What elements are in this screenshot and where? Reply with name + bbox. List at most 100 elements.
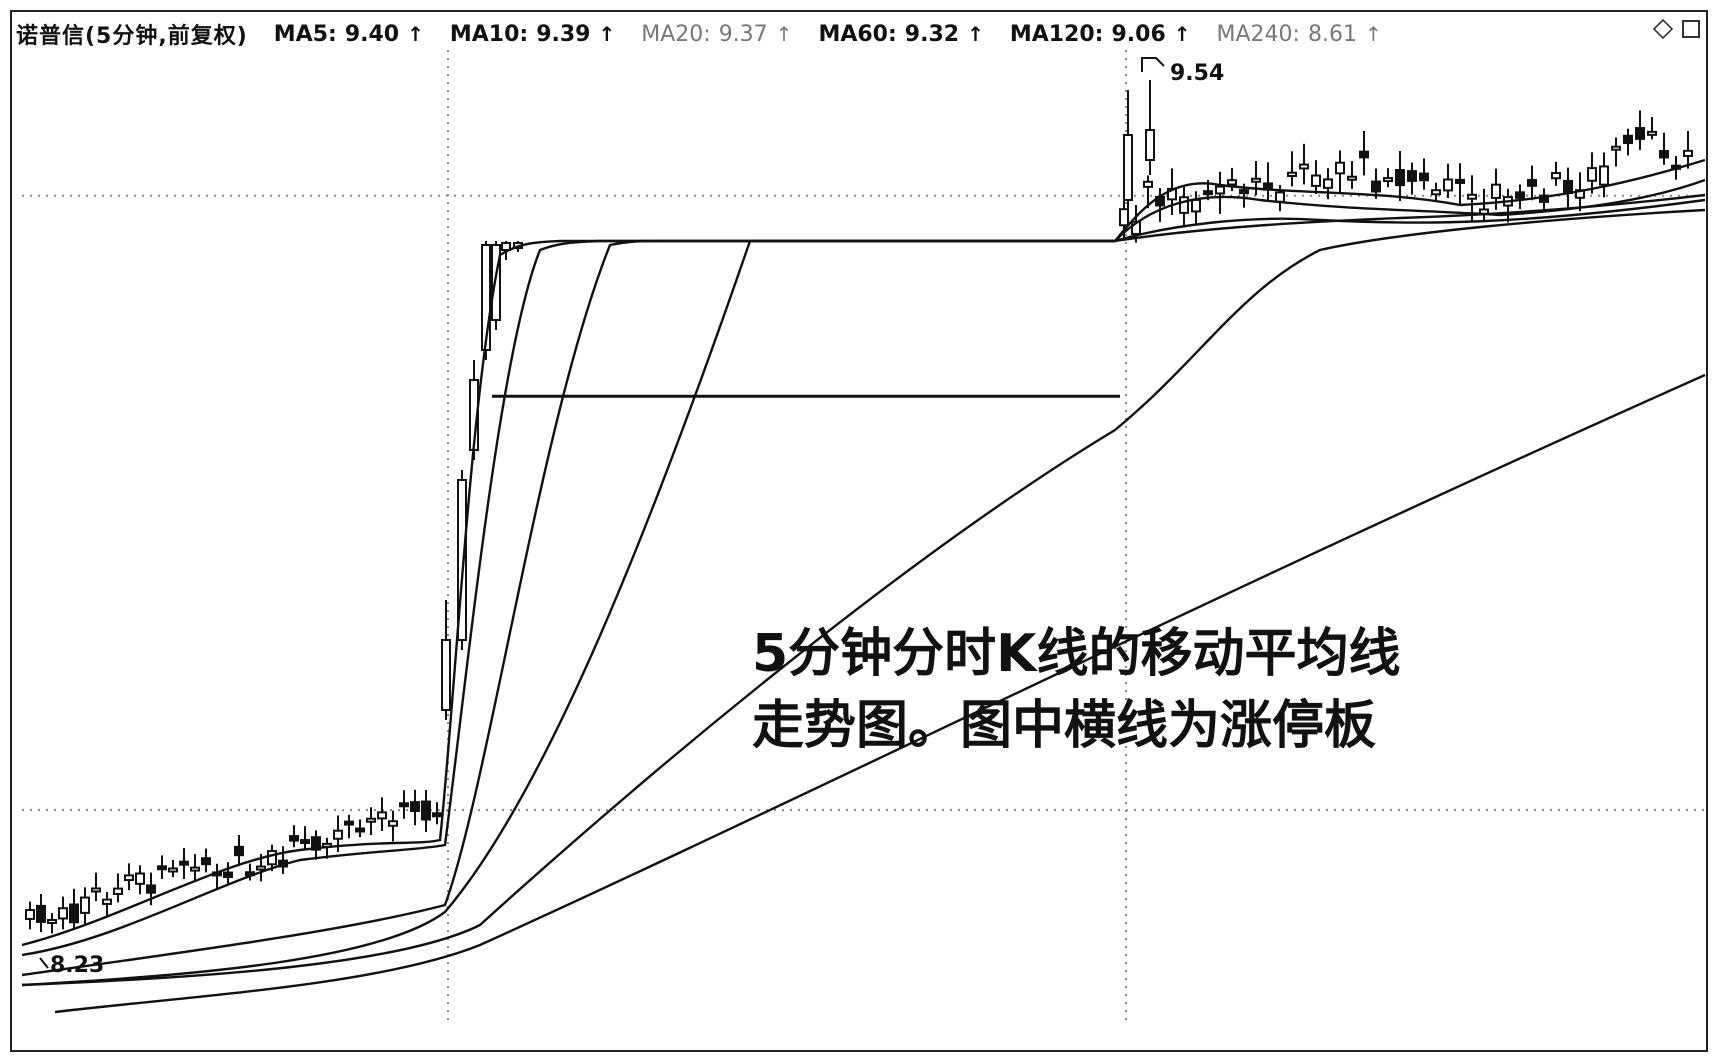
chart-annotation: 5分钟分时K线的移动平均线 走势图。图中横线为涨停板	[752, 618, 1400, 762]
candle-body	[410, 801, 420, 813]
candle-body	[481, 244, 491, 351]
candle-body	[113, 887, 123, 895]
candle-body	[91, 887, 101, 893]
candle-body	[1119, 208, 1129, 227]
candle-body	[1455, 178, 1465, 184]
candle-body	[1191, 198, 1201, 213]
candle-body	[1227, 179, 1237, 186]
candle-body	[1635, 127, 1645, 140]
candle-body	[190, 866, 200, 872]
ma10-label: MA10:	[449, 21, 529, 47]
candle-body	[1491, 183, 1501, 199]
price-labels: 9.54 8.23	[39, 57, 1224, 978]
ma120-label: MA120:	[1009, 21, 1104, 47]
up-arrow-icon: ↑	[967, 22, 984, 46]
high-marker	[1141, 57, 1165, 72]
candle-body	[311, 836, 321, 851]
candle-body	[377, 811, 387, 820]
ma-line-1	[21, 158, 1706, 947]
ma20-label: MA20:	[641, 21, 711, 47]
candle-body	[1275, 191, 1285, 203]
candle-body	[1335, 161, 1345, 175]
ma240-readout: MA240: 8.61 ↑	[1217, 22, 1382, 47]
candlesticks	[25, 80, 1693, 934]
up-arrow-icon: ↑	[598, 22, 616, 46]
low-marker	[39, 957, 49, 969]
ma60-value: 9.32	[904, 21, 960, 47]
candle-body	[366, 817, 376, 823]
ma-line-4	[21, 193, 1706, 987]
annotation-line-2: 走势图。图中横线为涨停板	[752, 696, 1377, 756]
candle-body	[1659, 149, 1669, 159]
up-arrow-icon: ↑	[1173, 22, 1191, 46]
candle-body	[1467, 193, 1477, 200]
up-arrow-icon: ↑	[1364, 22, 1382, 46]
candle-body	[1395, 168, 1405, 187]
candle-body	[157, 865, 167, 871]
ma10-value: 9.39	[536, 21, 591, 47]
candle-body	[1419, 172, 1429, 182]
candle-body	[1299, 163, 1309, 170]
window-icon[interactable]	[1682, 20, 1700, 38]
stock-title: 诺普信(5分钟,前复权)	[16, 24, 248, 49]
candle-body	[1347, 175, 1357, 181]
up-arrow-icon: ↑	[775, 22, 793, 46]
candle-body	[47, 918, 57, 924]
candle-body	[1143, 180, 1153, 188]
candle-body	[1371, 180, 1381, 193]
candle-body	[1203, 190, 1213, 196]
candle-body	[1563, 179, 1573, 195]
candle-body	[201, 857, 211, 866]
candle-body	[135, 872, 145, 885]
candle-body	[25, 909, 35, 920]
candle-body	[1383, 177, 1393, 183]
price-low-label: 8.23	[50, 953, 104, 978]
candle-body	[124, 874, 134, 882]
ma-line-5	[21, 208, 1706, 987]
candle-body	[1515, 191, 1525, 199]
candle-body	[1145, 129, 1155, 161]
candle-body	[399, 802, 409, 808]
ma10-readout: MA10: 9.39 ↑	[450, 22, 615, 47]
candle-body	[234, 845, 244, 857]
candle-body	[168, 867, 178, 873]
candle-body	[1539, 194, 1549, 203]
candle-body	[344, 820, 354, 826]
candle-body	[1587, 167, 1597, 182]
candle-body	[146, 884, 156, 894]
candle-body	[1443, 178, 1453, 192]
candle-body	[1239, 189, 1249, 195]
candle-body	[1683, 149, 1693, 157]
candle-body	[179, 860, 189, 866]
candle-body	[58, 907, 68, 920]
candle-body	[355, 827, 365, 833]
candle-body	[256, 865, 266, 871]
candle-body	[80, 896, 90, 914]
candle-body	[36, 904, 46, 923]
candle-body	[1611, 145, 1621, 151]
candle-body	[1551, 172, 1561, 180]
ma60-readout: MA60: 9.32 ↑	[818, 22, 983, 47]
chart-header: 诺普信(5分钟,前复权) MA5: 9.40 ↑ MA10: 9.39 ↑ MA…	[16, 14, 1382, 54]
ma240-value: 8.61	[1307, 21, 1357, 47]
candle-body	[223, 871, 233, 879]
ma-line-2	[21, 178, 1706, 957]
up-arrow-icon: ↑	[407, 22, 424, 46]
candle-body	[1323, 178, 1333, 189]
candle-body	[300, 839, 310, 845]
ma-line-3	[21, 198, 1706, 977]
ma120-value: 9.06	[1111, 21, 1166, 47]
candle-body	[441, 639, 451, 711]
candle-body	[1215, 185, 1225, 195]
candle-body	[1287, 171, 1297, 177]
candle-body	[1647, 130, 1657, 136]
candle-body	[1431, 189, 1441, 196]
chart-tools	[1652, 18, 1700, 40]
candle-body	[1311, 174, 1321, 187]
ma60-label: MA60:	[818, 21, 897, 47]
candle-body	[333, 829, 343, 840]
candle-body	[1359, 150, 1369, 159]
grid-lines	[22, 50, 1705, 1020]
ma240-label: MA240:	[1216, 21, 1300, 47]
candle-body	[267, 850, 277, 866]
